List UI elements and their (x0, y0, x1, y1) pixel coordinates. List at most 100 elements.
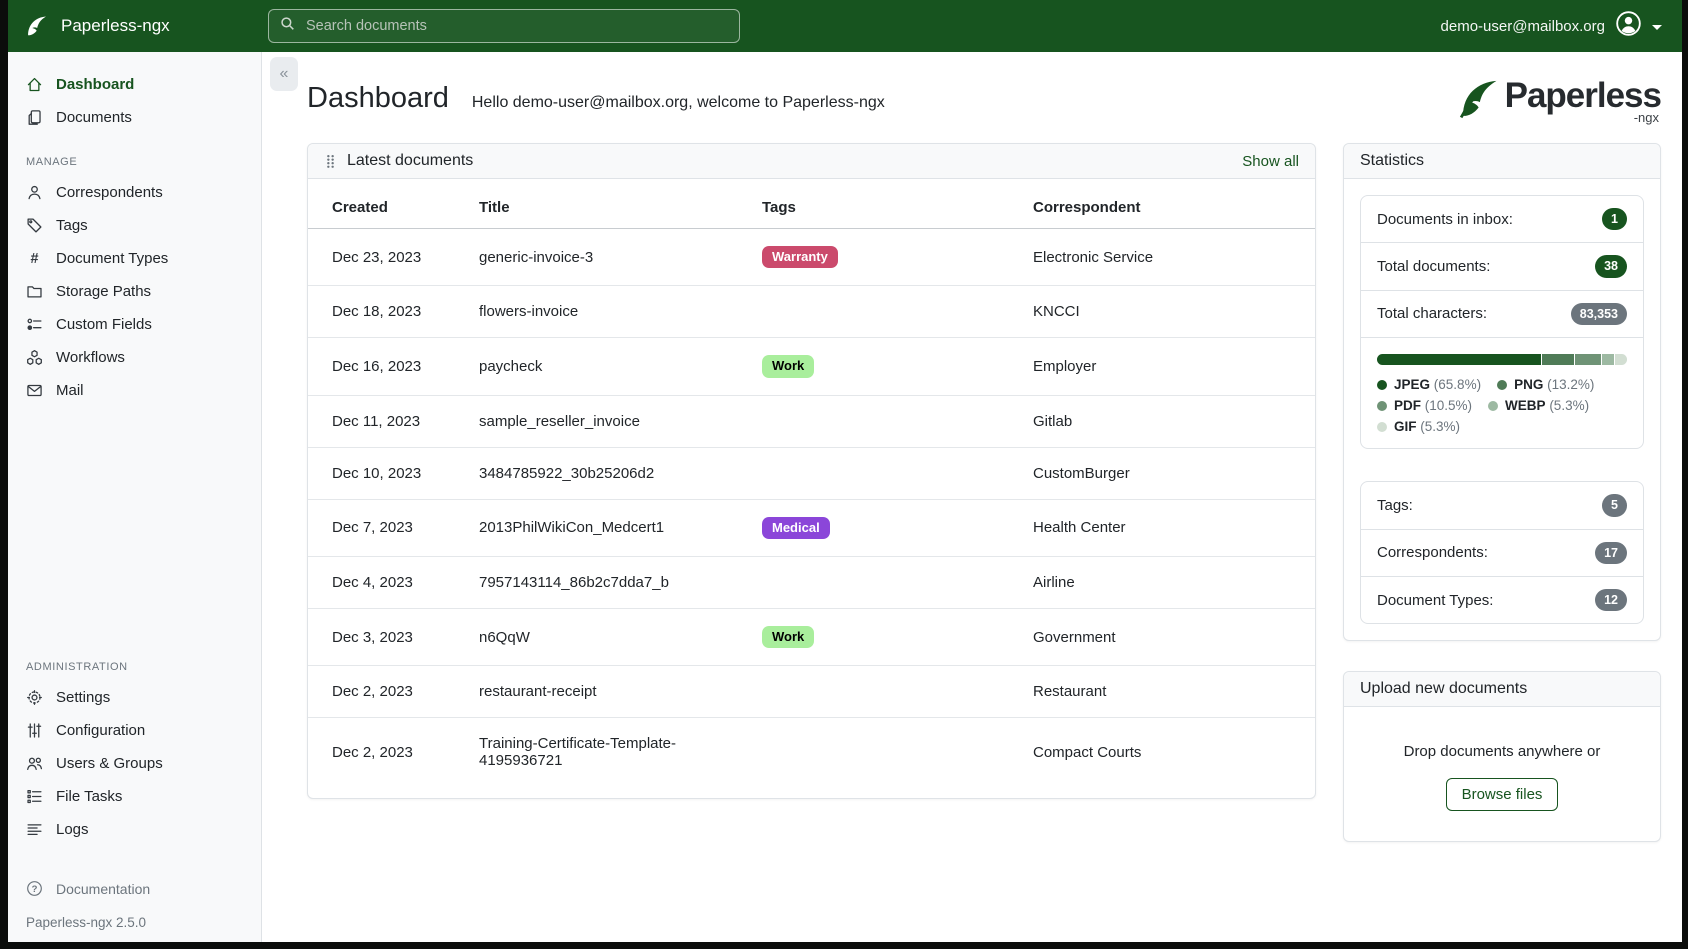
stat-row-documents-in-inbox: Documents in inbox: 1 (1361, 196, 1643, 242)
sidebar-item-settings[interactable]: Settings (8, 681, 261, 714)
doc-created: Dec 2, 2023 (308, 665, 471, 718)
progress-segment-jpeg (1377, 354, 1542, 366)
doc-tags (754, 555, 1025, 609)
tag-icon (26, 217, 43, 234)
sidebar-item-users-groups[interactable]: Users & Groups (8, 747, 261, 780)
legend-dot (1377, 400, 1387, 411)
statistics-header: Statistics (1344, 144, 1660, 179)
table-row[interactable]: Dec 4, 2023 7957143114_86b2c7dda7_b Airlin… (308, 555, 1315, 609)
column-header-correspondent: Correspondent (1025, 179, 1315, 229)
doc-title[interactable]: 3484785922_30b25206d2 (471, 446, 754, 500)
doc-created: Dec 10, 2023 (308, 446, 471, 500)
sidebar-item-tags[interactable]: Tags (8, 209, 261, 242)
svg-text:#: # (31, 251, 39, 267)
sidebar-item-label: Settings (56, 689, 111, 706)
legend-name: GIF (1394, 419, 1417, 435)
sidebar-item-label: Mail (56, 382, 84, 399)
doc-tags: Medical (754, 498, 1025, 557)
person-icon (26, 184, 43, 201)
sidebar-collapse-button[interactable]: « (270, 57, 298, 91)
stat-row-document-types: Document Types: 12 (1361, 575, 1643, 623)
table-row[interactable]: Dec 7, 2023 2013PhilWikiCon_Medcert1 Medic… (308, 498, 1315, 557)
right-column: Statistics Documents in inbox: 1 Total doc… (1343, 143, 1661, 843)
browse-files-button[interactable]: Browse files (1445, 778, 1559, 812)
legend-item-webp: WEBP (5.3%) (1488, 398, 1589, 413)
doc-tags: Work (754, 607, 1025, 666)
legend-pct: (5.3%) (1420, 419, 1461, 435)
table-row[interactable]: Dec 2, 2023 restaurant-receipt Restaurant (308, 665, 1315, 718)
doc-correspondent: KNCCI (1025, 285, 1315, 338)
sidebar-item-workflows[interactable]: Workflows (8, 341, 261, 374)
doc-title[interactable]: flowers-invoice (471, 285, 754, 338)
table-row[interactable]: Dec 16, 2023 paycheck Work Employer (308, 337, 1315, 396)
table-row[interactable]: Dec 2, 2023 Training-Certificate-Template… (308, 717, 1315, 787)
brand-link[interactable]: Paperless-ngx (8, 13, 260, 40)
upload-dropzone[interactable]: Drop documents anywhere or Browse files (1344, 707, 1660, 841)
sidebar-item-logs[interactable]: Logs (8, 813, 261, 846)
latest-documents-card: Latest documents Show all Created Title Ta… (307, 143, 1316, 800)
table-row[interactable]: Dec 3, 2023 n6QqW Work Government (308, 607, 1315, 666)
main-content: « Dashboard Hello demo-user@mailbox.org,… (262, 52, 1682, 942)
sidebar: Dashboard Documents MANAGE Correspondents… (8, 52, 262, 942)
sidebar-item-configuration[interactable]: Configuration (8, 714, 261, 747)
hash-icon: # (26, 250, 43, 267)
legend-pct: (65.8%) (1433, 377, 1482, 393)
doc-tags: Work (754, 337, 1025, 396)
doc-correspondent: CustomBurger (1025, 446, 1315, 500)
sidebar-item-label: Custom Fields (56, 316, 152, 333)
legend-dot (1497, 379, 1508, 390)
legend-name: PDF (1394, 398, 1421, 414)
user-menu[interactable]: demo-user@mailbox.org (1441, 10, 1682, 42)
table-row[interactable]: Dec 10, 2023 3484785922_30b25206d2 CustomB… (308, 446, 1315, 500)
sidebar-item-label: Workflows (56, 349, 125, 366)
legend-item-gif: GIF (5.3%) (1377, 419, 1460, 434)
file-type-legend: JPEG (65.8%) PNG (13.2%) PDF (10.5%) WEBP (… (1377, 377, 1627, 434)
sidebar-item-label: Dashboard (56, 76, 135, 93)
sidebar-item-mail[interactable]: Mail (8, 374, 261, 407)
doc-title[interactable]: paycheck (471, 337, 754, 396)
sidebar-item-storage-paths[interactable]: Storage Paths (8, 275, 261, 308)
doc-correspondent: Government (1025, 607, 1315, 666)
sidebar-section-manage: MANAGE (26, 156, 78, 168)
column-header-created: Created (308, 179, 471, 229)
sidebar-item-documentation[interactable]: ? Documentation (8, 872, 261, 905)
doc-correspondent: Compact Courts (1025, 717, 1315, 787)
search-input[interactable] (304, 17, 728, 35)
drag-handle-icon[interactable] (324, 154, 337, 169)
envelope-icon (26, 382, 43, 399)
table-row[interactable]: Dec 23, 2023 generic-invoice-3 Warranty Ele… (308, 229, 1315, 286)
house-icon (26, 76, 43, 93)
doc-title[interactable]: 7957143114_86b2c7dda7_b (471, 555, 754, 609)
sidebar-item-dashboard[interactable]: Dashboard (8, 68, 261, 101)
user-email: demo-user@mailbox.org (1440, 17, 1605, 35)
legend-pct: (5.3%) (1549, 398, 1590, 414)
table-row[interactable]: Dec 18, 2023 flowers-invoice KNCCI (308, 285, 1315, 338)
sidebar-item-custom-fields[interactable]: Custom Fields (8, 308, 261, 341)
tag-badge[interactable]: Warranty (762, 246, 838, 269)
doc-correspondent: Employer (1025, 337, 1315, 396)
doc-title[interactable]: n6QqW (471, 607, 754, 666)
tag-badge[interactable]: Medical (762, 516, 830, 539)
doc-title[interactable]: sample_reseller_invoice (471, 394, 754, 448)
progress-segment-webp (1600, 354, 1614, 366)
progress-segment-gif (1613, 354, 1627, 366)
sidebar-item-correspondents[interactable]: Correspondents (8, 176, 261, 209)
question-circle-icon: ? (26, 880, 43, 897)
doc-title[interactable]: Training-Certificate-Template-4195936721 (471, 717, 754, 787)
sidebar-item-file-tasks[interactable]: File Tasks (8, 780, 261, 813)
show-all-link[interactable]: Show all (1242, 152, 1299, 170)
doc-title[interactable]: generic-invoice-3 (479, 248, 594, 266)
table-row[interactable]: Dec 11, 2023 sample_reseller_invoice Gitla… (308, 394, 1315, 448)
tag-badge[interactable]: Work (762, 625, 815, 649)
doc-correspondent: Restaurant (1025, 665, 1315, 718)
doc-title[interactable]: 2013PhilWikiCon_Medcert1 (471, 498, 754, 557)
page-subtitle: Hello demo-user@mailbox.org, welcome to … (471, 94, 885, 111)
sidebar-item-document-types[interactable]: # Document Types (8, 242, 261, 275)
global-search (268, 9, 740, 43)
doc-created: Dec 4, 2023 (308, 555, 471, 609)
doc-created: Dec 11, 2023 (308, 394, 471, 448)
drop-text: Drop documents anywhere or (1403, 743, 1601, 761)
sidebar-item-documents[interactable]: Documents (8, 101, 261, 134)
tag-badge[interactable]: Work (762, 355, 815, 378)
doc-title[interactable]: restaurant-receipt (471, 665, 754, 718)
